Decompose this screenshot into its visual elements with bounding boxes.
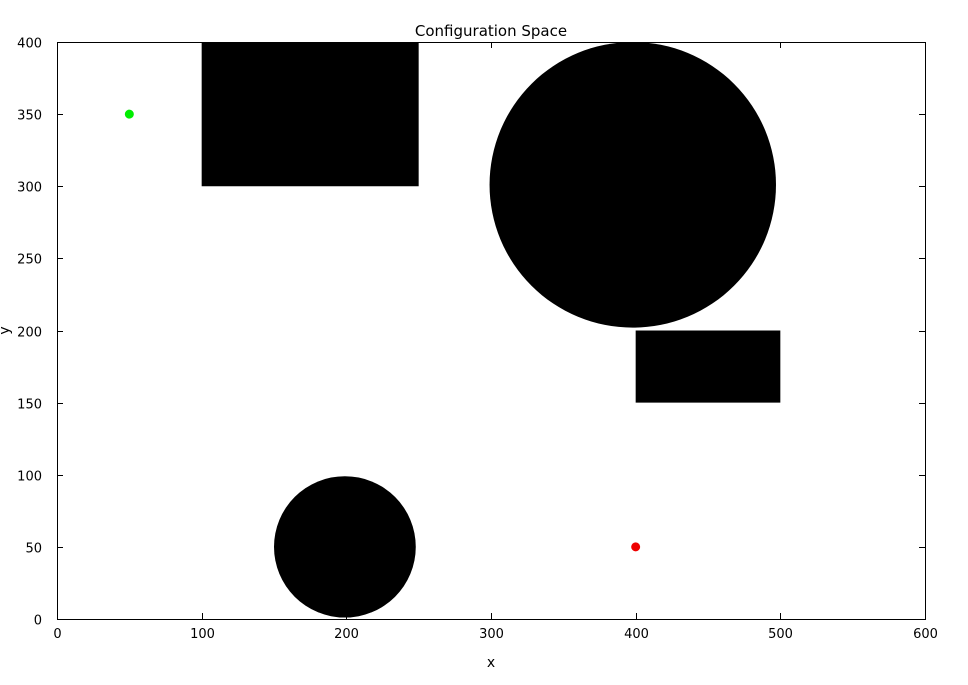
chart-title: Configuration Space xyxy=(415,22,567,40)
x-tick-label: 600 xyxy=(913,627,938,642)
y-tick-label: 250 xyxy=(17,253,42,268)
x-tick-label: 200 xyxy=(334,627,359,642)
y-tick-label: 400 xyxy=(17,37,42,52)
x-axis-ticks: 0 100 200 300 400 500 600 xyxy=(53,42,938,642)
y-tick-label: 100 xyxy=(17,470,42,485)
x-tick-label: 400 xyxy=(624,627,649,642)
obstacle-circle-4 xyxy=(274,476,416,618)
y-tick-label: 0 xyxy=(34,614,42,629)
y-tick-label: 350 xyxy=(17,109,42,124)
y-tick-label: 50 xyxy=(25,542,42,557)
y-tick-label: 300 xyxy=(17,181,42,196)
x-tick-label: 100 xyxy=(190,627,215,642)
y-axis-ticks: 0 50 100 150 200 250 300 350 400 xyxy=(17,37,925,629)
start-point-marker xyxy=(124,109,134,119)
y-tick-label: 150 xyxy=(17,398,42,413)
obstacles-layer xyxy=(201,42,781,618)
x-axis-title: x xyxy=(487,655,495,671)
x-tick-label: 0 xyxy=(53,627,61,642)
goal-point-marker xyxy=(631,542,641,552)
y-axis-title: y xyxy=(0,326,13,334)
obstacle-rectangle-1 xyxy=(201,42,419,187)
obstacle-circle-2 xyxy=(489,42,776,328)
y-tick-label: 200 xyxy=(17,326,42,341)
obstacle-rectangle-3 xyxy=(635,330,781,403)
x-tick-label: 300 xyxy=(479,627,504,642)
x-tick-label: 500 xyxy=(768,627,793,642)
points-layer xyxy=(124,109,641,552)
